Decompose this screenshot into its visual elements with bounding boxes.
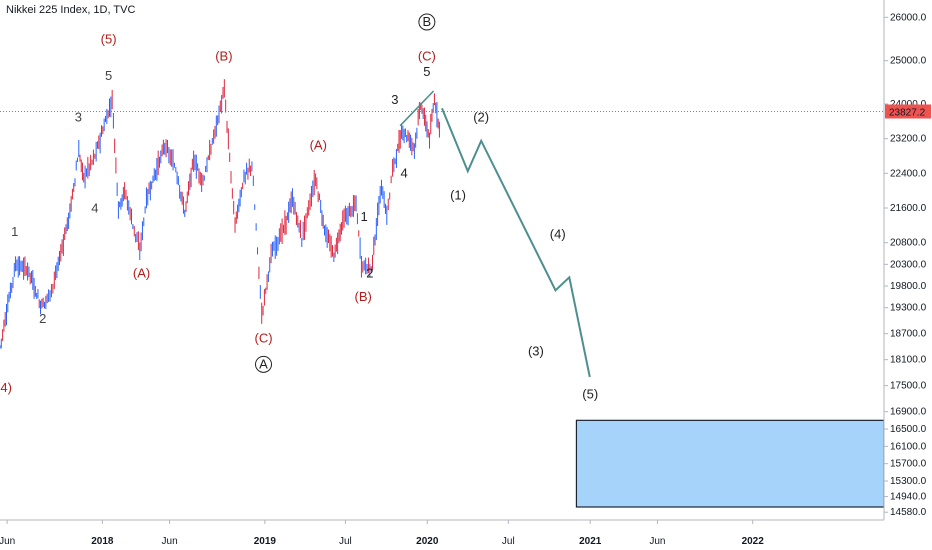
wave-label: 4 xyxy=(91,200,98,215)
y-tick-label: 25000.0 xyxy=(890,56,927,67)
y-tick-label: 18700.0 xyxy=(890,329,927,340)
y-tick-label: 16100.0 xyxy=(890,441,927,452)
wave-label: 2 xyxy=(39,311,46,326)
wave-label: 5 xyxy=(423,64,430,79)
y-tick-label: 19800.0 xyxy=(890,281,927,292)
price-badge-label: 23827.2 xyxy=(889,107,926,118)
wave-circle xyxy=(418,13,436,31)
wave-label: (C) xyxy=(254,330,272,345)
y-tick-label: 21600.0 xyxy=(890,203,927,214)
wave-label: (4) xyxy=(0,380,12,395)
y-tick-label: 15300.0 xyxy=(890,476,927,487)
y-tick-label: 18100.0 xyxy=(890,355,927,366)
y-tick-label: 16900.0 xyxy=(890,407,927,418)
price-axis-bg xyxy=(884,0,932,550)
y-tick-label: 20300.0 xyxy=(890,259,927,270)
wave-label: (5) xyxy=(101,31,117,46)
wave-label: (2) xyxy=(473,109,489,124)
wave-label: (B) xyxy=(355,289,372,304)
target-zone-box xyxy=(575,419,885,508)
wave-label: B xyxy=(423,14,432,29)
y-tick-label: 23200.0 xyxy=(890,134,927,145)
wave-label: 1 xyxy=(360,209,367,224)
wave-label: A xyxy=(259,356,268,371)
wave-label: 5 xyxy=(105,68,112,83)
y-tick-label: 14580.0 xyxy=(890,507,927,518)
time-axis-bg xyxy=(0,520,932,550)
x-tick-label: 2021 xyxy=(579,536,602,547)
x-tick-label: Jun xyxy=(649,536,665,547)
price-badge xyxy=(885,104,931,119)
time-axis: Jun 2018 Jun 2019 Jul 2020 Jul 2021 Jun 2022 xyxy=(0,519,932,550)
y-tick-label: 19300.0 xyxy=(890,303,927,314)
price-series xyxy=(0,79,440,349)
y-tick-label: 16500.0 xyxy=(890,424,927,435)
x-tick-label: Jul xyxy=(502,536,515,547)
x-tick-label: Jun xyxy=(162,536,178,547)
x-tick-label: 2019 xyxy=(254,536,277,547)
wave-label: (A) xyxy=(310,138,327,153)
wave-label: (B) xyxy=(215,49,232,64)
wave-label: 2 xyxy=(366,265,373,280)
y-tick-label: 17500.0 xyxy=(890,381,927,392)
wave-label: 1 xyxy=(11,224,18,239)
wave-label: (C) xyxy=(418,49,436,64)
y-tick-label: 15700.0 xyxy=(890,459,927,470)
wave-label: (5) xyxy=(582,387,598,402)
x-tick-label: 2018 xyxy=(91,536,114,547)
wave-circle xyxy=(255,355,273,373)
y-tick-label: 20800.0 xyxy=(890,238,927,249)
x-tick-label: 2020 xyxy=(416,536,439,547)
y-tick-label: 22400.0 xyxy=(890,168,927,179)
wave-label: (4) xyxy=(550,226,566,241)
projection-path xyxy=(441,107,591,378)
x-tick-label: Jun xyxy=(0,536,15,547)
wave-label: (A) xyxy=(133,265,150,280)
wave-label: (1) xyxy=(450,187,466,202)
wave-label: 4 xyxy=(401,166,408,181)
y-tick-label: 14940.0 xyxy=(890,492,927,503)
wedge-line xyxy=(399,90,435,127)
wave-label: 3 xyxy=(75,109,82,124)
y-tick-label: 26000.0 xyxy=(890,12,927,23)
x-tick-label: 2022 xyxy=(742,536,765,547)
wave-label: (3) xyxy=(528,343,544,358)
wave-label: 3 xyxy=(391,92,398,107)
x-tick-label: Jul xyxy=(339,536,352,547)
chart-title: Nikkei 225 Index, 1D, TVC xyxy=(6,4,136,16)
price-axis: 26000.025000.024000.023200.022400.021600… xyxy=(883,0,932,550)
